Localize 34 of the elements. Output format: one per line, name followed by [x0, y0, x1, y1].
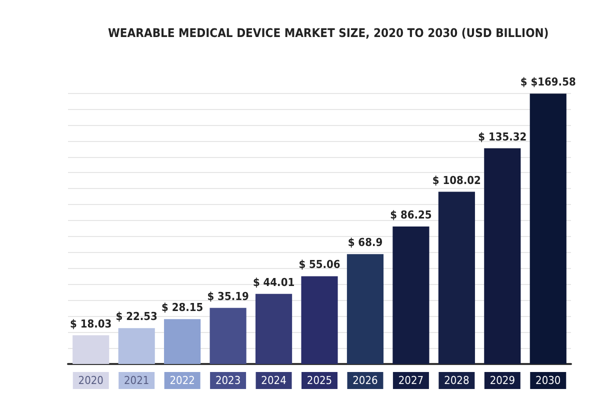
x-tick-label: 2030 [536, 374, 561, 387]
data-label: $ 35.19 [207, 290, 249, 303]
bar [530, 94, 566, 364]
x-tick-label: 2029 [490, 374, 516, 387]
x-tick-label: 2023 [215, 374, 241, 387]
bar [438, 192, 475, 364]
data-label: $ 44.01 [252, 276, 295, 289]
x-tick-label: 2021 [124, 374, 150, 387]
bar [72, 335, 110, 364]
data-label: $ 108.02 [432, 174, 482, 187]
data-label: $ 135.32 [478, 130, 527, 144]
x-tick-label: 2024 [261, 374, 286, 387]
bar [346, 254, 384, 364]
chart-title: WEARABLE MEDICAL DEVICE MARKET SIZE, 2020 TO 2030 (USD BILLION) [108, 26, 549, 40]
x-tick-label: 2020 [78, 374, 104, 387]
data-label: $ 55.06 [298, 258, 340, 272]
x-tick-label: 2022 [170, 374, 195, 387]
data-label: $ 68.9 [348, 236, 383, 250]
data-label: $ 22.53 [116, 310, 158, 324]
data-label: $ 28.15 [162, 301, 204, 314]
x-tick-label: 2028 [444, 374, 470, 387]
x-tick-label: 2027 [398, 374, 424, 387]
x-tick-label: 2025 [306, 374, 332, 387]
bar [484, 148, 521, 364]
bar [301, 276, 338, 364]
bar [255, 294, 292, 364]
data-label: $ 86.25 [390, 208, 432, 222]
bar [164, 319, 201, 364]
x-tick-label: 2026 [352, 374, 378, 387]
bar [392, 226, 430, 364]
data-label: $ 18.03 [70, 317, 112, 330]
data-label: $ $169.58 [520, 76, 576, 89]
bar [210, 308, 246, 364]
bar [118, 328, 155, 364]
